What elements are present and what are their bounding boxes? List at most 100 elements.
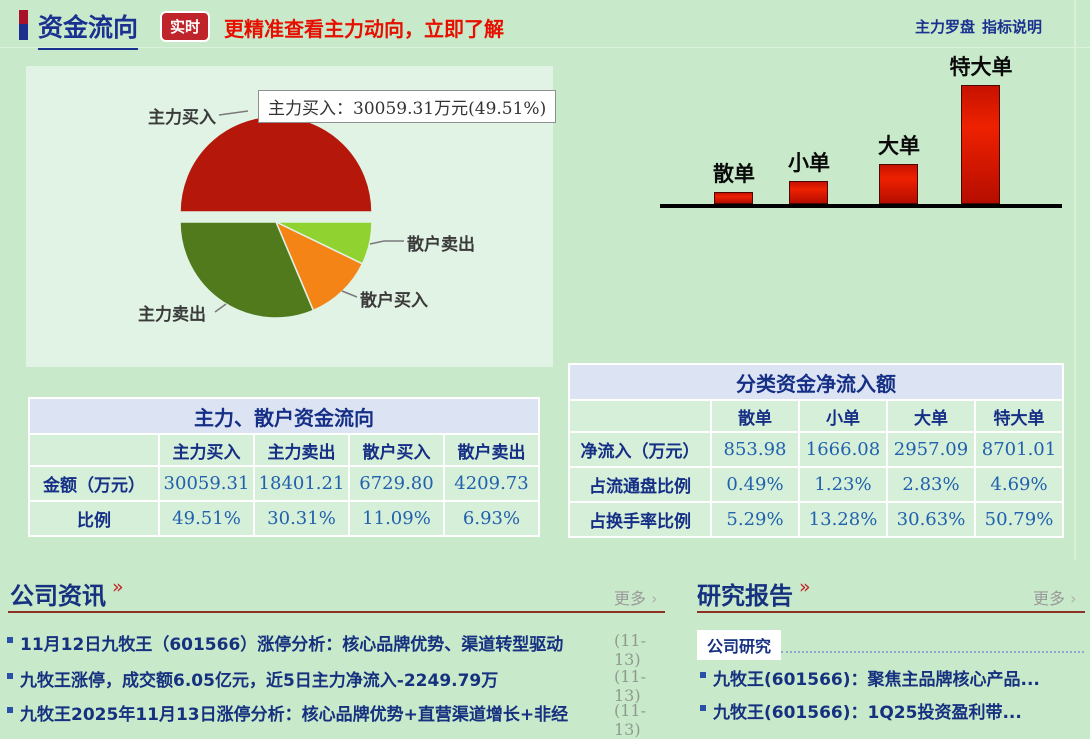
news-heading: 公司资讯 bbox=[10, 582, 106, 610]
pie-label-main-buy: 主力买入 bbox=[148, 108, 216, 128]
funds-flow-table: 主力、散户资金流向 主力买入 主力卖出 散户买入 散户卖出 金额（万元） 300… bbox=[28, 397, 540, 537]
flow-col-blank bbox=[30, 435, 158, 465]
net-row-turnover-label: 占换手率比例 bbox=[570, 503, 710, 536]
table-row: 金额（万元） 30059.31 18401.21 6729.80 4209.73 bbox=[30, 467, 538, 500]
flow-col-retail-buy: 散户买入 bbox=[350, 435, 443, 465]
net-turnover-retail: 5.29% bbox=[712, 503, 798, 536]
news-link[interactable]: 九牧王2025年11月13日涨停分析：核心品牌优势+直营渠道增长+非经 bbox=[20, 705, 569, 725]
table-row: 占换手率比例 5.29% 13.28% 30.63% 50.79% bbox=[570, 503, 1062, 536]
net-row-float-label: 占流通盘比例 bbox=[570, 468, 710, 501]
research-more-link[interactable]: 更多 › bbox=[1033, 589, 1077, 608]
net-float-xlarge: 4.69% bbox=[976, 468, 1062, 501]
net-float-small: 1.23% bbox=[800, 468, 886, 501]
net-inflow-retail: 853.98 bbox=[712, 433, 798, 466]
title-accent-bar bbox=[19, 10, 28, 40]
promo-link[interactable]: 更精准查看主力动向，立即了解 bbox=[224, 17, 504, 41]
pointer-line-retail-buy bbox=[341, 290, 358, 298]
net-col-xlarge-order: 特大单 bbox=[976, 401, 1062, 431]
research-link[interactable]: 九牧王(601566)：聚焦主品牌核心产品... bbox=[713, 670, 1040, 690]
realtime-badge: 实时 bbox=[160, 11, 211, 42]
flow-ratio-main-buy: 49.51% bbox=[160, 502, 253, 535]
bar-label-xlarge-order: 特大单 bbox=[949, 55, 1013, 79]
column-divider bbox=[1074, 0, 1076, 560]
pointer-line-main-sell bbox=[214, 303, 227, 313]
pointer-line-main-buy bbox=[218, 110, 249, 116]
flow-table-title: 主力、散户资金流向 bbox=[30, 399, 538, 433]
news-date: (11-13) bbox=[614, 701, 647, 739]
news-more-link[interactable]: 更多 › bbox=[614, 589, 658, 608]
bullet-icon bbox=[7, 673, 13, 679]
net-col-blank bbox=[570, 401, 710, 431]
bar-retail-order[interactable] bbox=[714, 192, 753, 204]
pie-tooltip: 主力买入：30059.31万元(49.51%) bbox=[258, 90, 557, 123]
net-turnover-large: 30.63% bbox=[888, 503, 974, 536]
news-link[interactable]: 11月12日九牧王（601566）涨停分析：核心品牌优势、渠道转型驱动 bbox=[20, 635, 564, 655]
flow-amount-main-buy: 30059.31 bbox=[160, 467, 253, 500]
flow-ratio-retail-sell: 6.93% bbox=[445, 502, 538, 535]
bullet-icon bbox=[7, 707, 13, 713]
news-date: (11-13) bbox=[614, 667, 647, 705]
net-inflow-small: 1666.08 bbox=[800, 433, 886, 466]
bar-large-order[interactable] bbox=[879, 164, 918, 204]
page-title: 资金流向 bbox=[38, 8, 139, 50]
research-underline bbox=[697, 611, 1085, 613]
bar-chart-axis bbox=[660, 204, 1062, 208]
research-heading: 研究报告 bbox=[697, 582, 793, 610]
net-row-inflow-label: 净流入（万元） bbox=[570, 433, 710, 466]
flow-col-main-sell: 主力卖出 bbox=[255, 435, 348, 465]
news-arrows-icon: » bbox=[112, 576, 124, 598]
net-col-small-order: 小单 bbox=[800, 401, 886, 431]
research-link[interactable]: 九牧王(601566)：1Q25投资盈利带... bbox=[713, 703, 1022, 723]
bar-label-retail-order: 散单 bbox=[713, 162, 755, 186]
tab-company-research[interactable]: 公司研究 bbox=[697, 630, 782, 660]
table-row: 比例 49.51% 30.31% 11.09% 6.93% bbox=[30, 502, 538, 535]
tab-dotted-line bbox=[781, 651, 1084, 653]
pie-chart-panel: 主力买入 散户卖出 散户买入 主力卖出 主力买入：30059.31万元(49.5… bbox=[26, 66, 557, 367]
flow-amount-main-sell: 18401.21 bbox=[255, 467, 348, 500]
link-indicator-help[interactable]: 指标说明 bbox=[981, 18, 1042, 36]
bar-label-large-order: 大单 bbox=[878, 134, 920, 158]
chevron-right-icon: › bbox=[1070, 589, 1077, 608]
bar-label-small-order: 小单 bbox=[788, 151, 830, 175]
net-inflow-large: 2957.09 bbox=[888, 433, 974, 466]
net-col-retail-order: 散单 bbox=[712, 401, 798, 431]
pie-label-main-sell: 主力卖出 bbox=[138, 305, 206, 325]
net-col-large-order: 大单 bbox=[888, 401, 974, 431]
flow-amount-retail-sell: 4209.73 bbox=[445, 467, 538, 500]
net-float-large: 2.83% bbox=[888, 468, 974, 501]
flow-ratio-retail-buy: 11.09% bbox=[350, 502, 443, 535]
research-arrows-icon: » bbox=[799, 576, 811, 598]
net-inflow-xlarge: 8701.01 bbox=[976, 433, 1062, 466]
flow-col-retail-sell: 散户卖出 bbox=[445, 435, 538, 465]
bullet-icon bbox=[7, 637, 13, 643]
net-turnover-small: 13.28% bbox=[800, 503, 886, 536]
net-inflow-table: 分类资金净流入额 散单 小单 大单 特大单 净流入（万元） 853.98 166… bbox=[568, 363, 1064, 538]
news-link[interactable]: 九牧王涨停，成交额6.05亿元，近5日主力净流入-2249.79万 bbox=[20, 671, 499, 691]
pie-label-retail-sell: 散户卖出 bbox=[407, 235, 475, 255]
flow-row-ratio-label: 比例 bbox=[30, 502, 158, 535]
flow-ratio-main-sell: 30.31% bbox=[255, 502, 348, 535]
flow-row-amount-label: 金额（万元） bbox=[30, 467, 158, 500]
pie-label-retail-buy: 散户买入 bbox=[360, 291, 428, 311]
accent-blue bbox=[19, 24, 28, 40]
net-turnover-xlarge: 50.79% bbox=[976, 503, 1062, 536]
net-table-title: 分类资金净流入额 bbox=[570, 365, 1062, 399]
flow-amount-retail-buy: 6729.80 bbox=[350, 467, 443, 500]
bar-xlarge-order[interactable] bbox=[961, 85, 1000, 204]
table-row: 占流通盘比例 0.49% 1.23% 2.83% 4.69% bbox=[570, 468, 1062, 501]
flow-col-main-buy: 主力买入 bbox=[160, 435, 253, 465]
news-underline bbox=[8, 611, 665, 613]
accent-red bbox=[19, 10, 28, 24]
bullet-icon bbox=[700, 705, 706, 711]
pointer-line-retail-sell bbox=[369, 240, 404, 245]
net-float-retail: 0.49% bbox=[712, 468, 798, 501]
header-divider bbox=[0, 47, 1090, 48]
funds-flow-pie-chart[interactable] bbox=[26, 66, 553, 367]
link-main-compass[interactable]: 主力罗盘 bbox=[914, 18, 975, 36]
news-date: (11-13) bbox=[614, 631, 647, 669]
order-size-bar-chart: 散单 小单 大单 特大单 bbox=[660, 55, 1072, 208]
bullet-icon bbox=[700, 672, 706, 678]
table-row: 净流入（万元） 853.98 1666.08 2957.09 8701.01 bbox=[570, 433, 1062, 466]
bar-small-order[interactable] bbox=[789, 181, 828, 204]
chevron-right-icon: › bbox=[651, 589, 658, 608]
